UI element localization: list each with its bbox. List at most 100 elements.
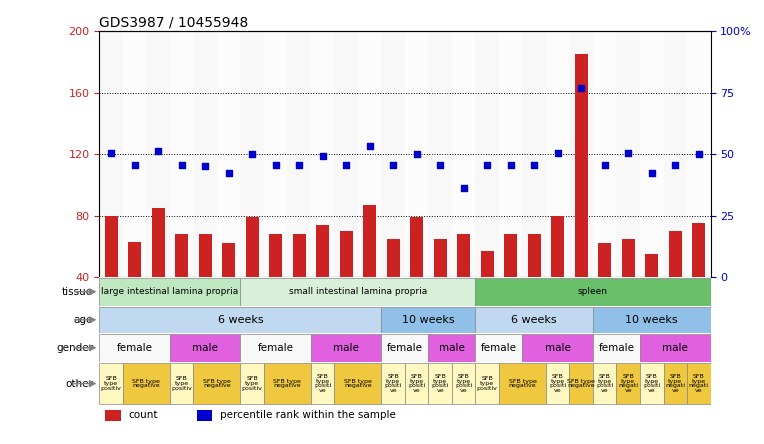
- Bar: [640, 334, 711, 362]
- Text: female: female: [387, 343, 423, 353]
- Text: male: male: [545, 343, 571, 353]
- Bar: [241, 363, 264, 404]
- Bar: [475, 307, 593, 333]
- Bar: [499, 363, 546, 404]
- Bar: [246, 217, 258, 277]
- Bar: [687, 363, 711, 404]
- Bar: [363, 205, 376, 277]
- Bar: [193, 31, 217, 277]
- Bar: [617, 31, 640, 277]
- Text: SFB
type
positi
ve: SFB type positi ve: [314, 374, 332, 393]
- Text: SFB type
negative: SFB type negative: [274, 379, 301, 388]
- Point: [481, 161, 494, 168]
- Bar: [593, 307, 711, 333]
- Bar: [387, 239, 400, 277]
- Point: [270, 161, 282, 168]
- Bar: [668, 231, 681, 277]
- Bar: [593, 363, 617, 404]
- Bar: [241, 31, 264, 277]
- Bar: [617, 363, 640, 404]
- Bar: [499, 31, 523, 277]
- Point: [199, 163, 211, 170]
- Point: [434, 161, 446, 168]
- Bar: [199, 234, 212, 277]
- Point: [669, 161, 681, 168]
- Text: SFB
type
negati
ve: SFB type negati ve: [665, 374, 685, 393]
- Text: gender: gender: [57, 343, 93, 353]
- Point: [504, 161, 516, 168]
- Bar: [381, 334, 429, 362]
- Bar: [452, 363, 475, 404]
- Text: 10 weeks: 10 weeks: [402, 315, 455, 325]
- Bar: [316, 225, 329, 277]
- Bar: [175, 234, 188, 277]
- Point: [316, 152, 329, 159]
- Text: SFB
type
positiv: SFB type positiv: [241, 377, 263, 391]
- Bar: [475, 334, 523, 362]
- Bar: [217, 31, 241, 277]
- Point: [176, 161, 188, 168]
- Text: female: female: [481, 343, 517, 353]
- Text: count: count: [128, 410, 158, 420]
- Text: GDS3987 / 10455948: GDS3987 / 10455948: [99, 16, 248, 30]
- Bar: [546, 31, 569, 277]
- Bar: [687, 31, 711, 277]
- Text: female: female: [598, 343, 634, 353]
- Text: SFB type
negative: SFB type negative: [132, 379, 160, 388]
- Bar: [569, 31, 593, 277]
- Text: SFB
type
positi
ve: SFB type positi ve: [643, 374, 660, 393]
- Bar: [452, 31, 475, 277]
- Text: other: other: [66, 379, 93, 388]
- Point: [105, 149, 117, 156]
- Text: 6 weeks: 6 weeks: [218, 315, 263, 325]
- Text: 10 weeks: 10 weeks: [626, 315, 678, 325]
- Bar: [429, 363, 452, 404]
- Bar: [197, 410, 212, 421]
- Bar: [457, 234, 470, 277]
- Point: [340, 161, 352, 168]
- Bar: [429, 31, 452, 277]
- Text: percentile rank within the sample: percentile rank within the sample: [220, 410, 397, 420]
- Text: SFB
type
negati
ve: SFB type negati ve: [618, 374, 638, 393]
- Bar: [475, 363, 499, 404]
- Text: age: age: [74, 315, 93, 325]
- Point: [599, 161, 611, 168]
- Bar: [646, 254, 659, 277]
- Text: male: male: [333, 343, 359, 353]
- Bar: [552, 216, 564, 277]
- Bar: [410, 217, 423, 277]
- Bar: [222, 243, 235, 277]
- Bar: [311, 31, 335, 277]
- Text: SFB
type
positi
ve: SFB type positi ve: [455, 374, 472, 393]
- Bar: [170, 363, 193, 404]
- Bar: [475, 278, 711, 306]
- Point: [246, 151, 258, 158]
- Text: male: male: [193, 343, 218, 353]
- Bar: [105, 216, 118, 277]
- Bar: [663, 31, 687, 277]
- Text: 6 weeks: 6 weeks: [511, 315, 557, 325]
- Bar: [546, 363, 569, 404]
- Bar: [575, 54, 588, 277]
- Bar: [640, 363, 663, 404]
- Bar: [241, 334, 311, 362]
- Bar: [358, 31, 381, 277]
- Bar: [123, 31, 147, 277]
- Bar: [335, 363, 381, 404]
- Bar: [99, 31, 123, 277]
- Text: SFB
type
positi
ve: SFB type positi ve: [596, 374, 613, 393]
- Bar: [569, 363, 593, 404]
- Point: [622, 149, 634, 156]
- Text: female: female: [117, 343, 153, 353]
- Bar: [523, 334, 593, 362]
- Bar: [593, 334, 640, 362]
- Text: tissue: tissue: [62, 287, 93, 297]
- Point: [646, 169, 658, 176]
- Bar: [241, 278, 475, 306]
- Bar: [99, 363, 123, 404]
- Text: SFB type
negative: SFB type negative: [568, 379, 595, 388]
- Bar: [381, 307, 475, 333]
- Bar: [311, 334, 381, 362]
- Text: SFB type
negative: SFB type negative: [509, 379, 536, 388]
- Bar: [381, 363, 405, 404]
